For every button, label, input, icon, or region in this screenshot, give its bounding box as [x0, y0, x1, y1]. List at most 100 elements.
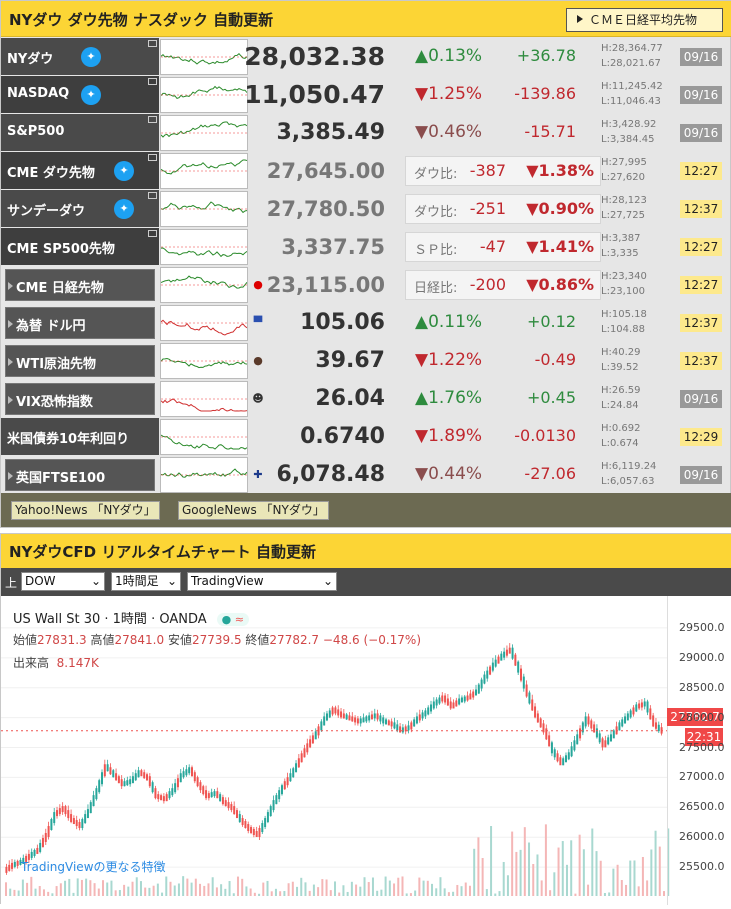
- high-value: H:23,340: [601, 271, 647, 282]
- twitter-icon[interactable]: ✦: [114, 161, 134, 181]
- candle-body: [120, 779, 123, 787]
- sparkline: [161, 319, 247, 336]
- arrow-right-icon: [8, 320, 13, 328]
- candle-body: [640, 702, 643, 708]
- mini-chart[interactable]: [160, 191, 248, 227]
- mini-chart[interactable]: [160, 343, 248, 379]
- candle-body: [359, 718, 362, 724]
- tradingview-link[interactable]: TradingViewの更なる特徴: [21, 860, 166, 874]
- twitter-icon[interactable]: ✦: [81, 85, 101, 105]
- row-name: サンデーダウ: [7, 204, 86, 219]
- twitter-icon[interactable]: ✦: [114, 199, 134, 219]
- high-low: H:3,428.92 L:3,384.45: [601, 117, 656, 147]
- mini-chart[interactable]: [160, 39, 248, 75]
- row-label-button[interactable]: 英国FTSE100: [5, 459, 155, 491]
- chart-toggle-icon[interactable]: [148, 116, 157, 123]
- candle-body: [621, 719, 624, 727]
- low-value: L:39.52: [601, 362, 639, 373]
- symbol-select[interactable]: DOW ⌄: [21, 572, 105, 591]
- mini-chart[interactable]: [160, 229, 248, 265]
- volume-bar: [641, 856, 644, 896]
- chart-toggle-icon[interactable]: [148, 230, 157, 237]
- low-value: L:3,335: [601, 248, 639, 259]
- volume-bar: [76, 878, 79, 896]
- candle-body: [61, 806, 64, 813]
- candle-body: [261, 823, 264, 833]
- comparison-percent: ▼1.38%: [526, 161, 594, 180]
- candle-body: [657, 724, 660, 732]
- volume-bar: [414, 890, 417, 896]
- volume-bar: [371, 877, 374, 896]
- row-label[interactable]: サンデーダウ: [1, 190, 159, 227]
- row-label-button[interactable]: CME 日経先物: [5, 269, 155, 301]
- update-time: 12:37: [680, 200, 722, 218]
- low-value: L:3,384.45: [601, 134, 655, 145]
- percent-value: 0.13%: [428, 46, 483, 66]
- interval-select[interactable]: 1時間足 ⌄: [111, 572, 181, 591]
- row-label-button[interactable]: VIX恐怖指数: [5, 383, 155, 415]
- candle-body: [289, 773, 292, 782]
- mini-chart[interactable]: [160, 419, 248, 455]
- chart-toggle-icon[interactable]: [148, 40, 157, 47]
- volume-bar: [540, 880, 543, 896]
- yahoo-news-link[interactable]: Yahoo!News 「NYダウ」: [11, 501, 160, 520]
- comparison-percent: ▼1.41%: [526, 237, 594, 256]
- chart-svg[interactable]: [1, 596, 731, 905]
- volume-bar: [245, 886, 248, 896]
- volume-bar: [30, 876, 33, 896]
- mini-chart[interactable]: [160, 457, 248, 493]
- candle-body: [176, 778, 179, 788]
- volume-bar: [9, 888, 12, 896]
- jp-flag-icon: ●: [253, 278, 263, 291]
- mini-chart[interactable]: [160, 305, 248, 341]
- candle-body: [466, 695, 469, 701]
- provider-select[interactable]: TradingView ⌄: [187, 572, 337, 591]
- mini-chart[interactable]: [160, 381, 248, 417]
- market-row: CME ダウ先物 ✦ 27,645.00 ダウ比: -387 ▼1.38% H:27,995…: [1, 152, 731, 190]
- volume-bar: [418, 877, 421, 896]
- row-label[interactable]: CME SP500先物: [1, 228, 159, 265]
- cme-nikkei-button[interactable]: ＣＭＥ日経平均先物: [566, 8, 723, 32]
- row-label[interactable]: NYダウ: [1, 38, 159, 75]
- volume-bar: [21, 879, 24, 896]
- point-change: -15.71: [524, 122, 576, 141]
- low-value: L:6,057.63: [601, 476, 655, 487]
- row-label[interactable]: NASDAQ: [1, 76, 159, 113]
- chart-toggle-icon[interactable]: [148, 154, 157, 161]
- candle-body: [491, 662, 494, 671]
- comparison-label: ダウ比:: [414, 167, 458, 182]
- volume-bar: [519, 849, 522, 896]
- candle-body: [489, 666, 492, 675]
- triangle-down-icon: ▼: [415, 350, 429, 370]
- volume-bar: [177, 883, 180, 896]
- mini-chart[interactable]: [160, 153, 248, 189]
- row-label-button[interactable]: 為替 ドル円: [5, 307, 155, 339]
- mini-chart[interactable]: [160, 267, 248, 303]
- update-time: 12:27: [680, 238, 722, 256]
- chart-toggle-icon[interactable]: [148, 192, 157, 199]
- volume-bar: [439, 877, 442, 896]
- mini-chart[interactable]: [160, 115, 248, 151]
- market-title: NYダウ ダウ先物 ナスダック 自動更新: [9, 11, 274, 29]
- mini-chart-svg: [161, 275, 247, 289]
- arrow-right-icon: [8, 396, 13, 404]
- volume-bar: [68, 878, 71, 896]
- row-label[interactable]: 米国債券10年利回り: [1, 418, 159, 455]
- percent-change: ▼1.89%: [415, 426, 482, 446]
- twitter-icon[interactable]: ✦: [81, 47, 101, 67]
- volume-bar: [211, 877, 214, 896]
- chart-toggle-icon[interactable]: [148, 78, 157, 85]
- candle-body: [188, 767, 191, 774]
- row-label[interactable]: CME ダウ先物: [1, 152, 159, 189]
- candle-body: [415, 716, 418, 724]
- price-chart[interactable]: US Wall St 30 · 1時間 · OANDA ● ≈ 始値27831.3…: [1, 596, 731, 905]
- candle-body: [303, 748, 306, 758]
- candle-body: [25, 855, 28, 862]
- candle-body: [227, 802, 230, 809]
- google-news-link[interactable]: GoogleNews 「NYダウ」: [178, 501, 329, 520]
- row-label-button[interactable]: WTI原油先物: [5, 345, 155, 377]
- row-label[interactable]: S&P500: [1, 114, 159, 151]
- candle-body: [618, 722, 621, 731]
- candle-body: [47, 826, 50, 838]
- mini-chart[interactable]: [160, 77, 248, 113]
